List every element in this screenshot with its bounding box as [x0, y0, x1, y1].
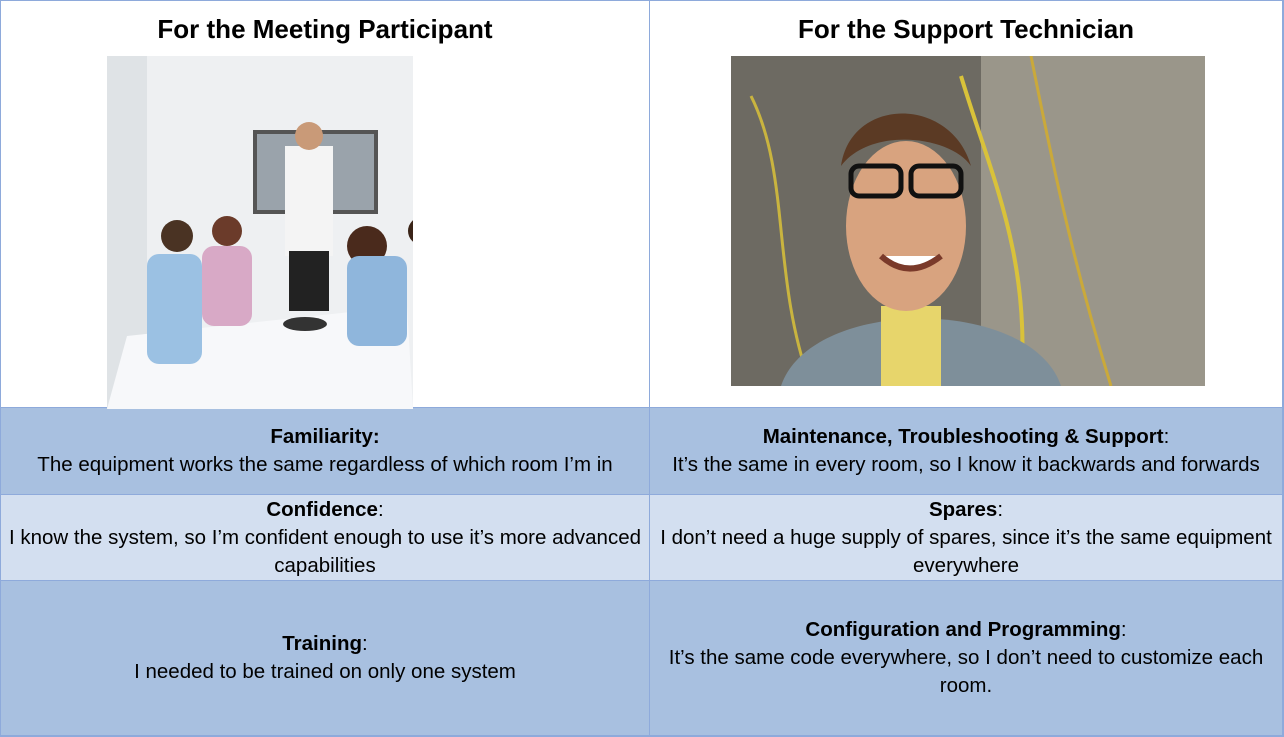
cell-text: It’s the same code everywhere, so I don’…: [668, 646, 1264, 697]
cell-text: The equipment works the same regardless …: [37, 453, 613, 476]
heading-label: Familiarity:: [270, 425, 380, 448]
table-cell: Configuration and Programming: It’s the s…: [650, 581, 1283, 736]
cell-heading: Confidence:: [7, 496, 643, 524]
cell-text: I don’t need a huge supply of spares, si…: [660, 525, 1272, 577]
heading-label: Spares: [928, 497, 998, 521]
heading-punct: :: [362, 632, 368, 655]
cell-heading: Familiarity:: [7, 423, 643, 451]
header-cell: For the Support Technician: [650, 1, 1283, 408]
header-cell: For the Meeting Participant: [1, 1, 650, 409]
cell-text: It’s the same in every room, so I know i…: [672, 453, 1260, 476]
table-cell: Training: I needed to be trained on only …: [1, 581, 650, 736]
table-cell: Familiarity: The equipment works the same…: [1, 408, 650, 495]
column-title: For the Meeting Participant: [157, 14, 493, 44]
table-cell: Spares: I don’t need a huge supply of spa…: [650, 495, 1283, 581]
heading-label: Training: [282, 632, 363, 655]
cell-heading: Configuration and Programming:: [656, 616, 1276, 644]
heading-label: Maintenance, Troubleshooting & Support: [762, 425, 1164, 448]
technician-photo: [731, 56, 1205, 386]
table-cell: Maintenance, Troubleshooting & Support: I…: [650, 408, 1283, 495]
cell-heading: Maintenance, Troubleshooting & Support:: [656, 423, 1276, 451]
heading-punct: :: [1163, 425, 1170, 448]
meeting-photo: [107, 56, 413, 409]
cell-heading: Training:: [7, 630, 643, 658]
cell-text: I needed to be trained on only one syste…: [134, 660, 516, 683]
cell-heading: Spares:: [656, 496, 1276, 524]
heading-punct: :: [377, 497, 384, 521]
heading-label: Configuration and Programming: [805, 618, 1121, 641]
heading-punct: :: [1120, 618, 1127, 641]
heading-punct: :: [997, 497, 1004, 521]
heading-label: Confidence: [266, 497, 378, 521]
table-cell: Confidence: I know the system, so I’m con…: [1, 495, 650, 581]
cell-text: I know the system, so I’m confident enou…: [8, 525, 642, 577]
column-title: For the Support Technician: [797, 14, 1135, 44]
